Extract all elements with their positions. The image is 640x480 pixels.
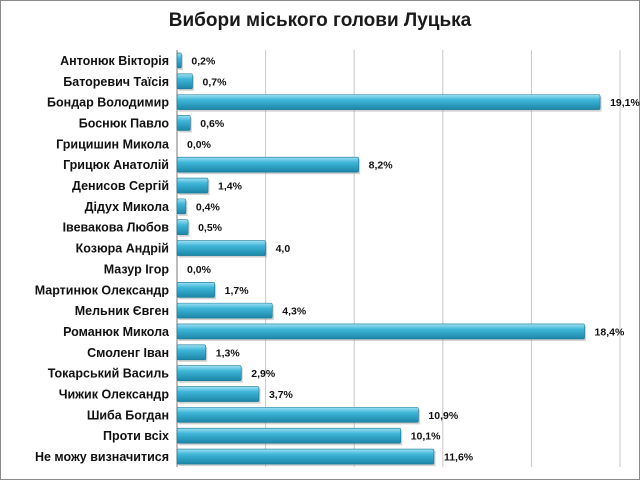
data-label: 8,2% <box>369 160 394 172</box>
category-label: Івевакова Любов <box>63 221 170 235</box>
category-label: Денисов Сергій <box>72 179 169 193</box>
bar <box>176 344 207 361</box>
bar <box>176 448 435 465</box>
category-label: Чижик Олександр <box>59 388 170 402</box>
category-label: Проти всіх <box>103 429 169 443</box>
data-label: 0,6% <box>200 118 225 130</box>
data-label: 4,0 <box>276 243 291 255</box>
data-label: 0,0% <box>187 139 212 151</box>
bar <box>176 177 209 194</box>
bar <box>176 427 402 444</box>
data-label: 0,4% <box>196 201 221 213</box>
data-label: 1,3% <box>216 347 241 359</box>
category-label: Мазур Ігор <box>104 262 170 276</box>
category-label: Шиба Богдан <box>87 408 169 422</box>
bar <box>176 219 189 236</box>
category-label: Мельник Євген <box>75 304 169 318</box>
category-label: Не можу визначитися <box>35 450 169 464</box>
category-label: Грицюк Анатолій <box>63 158 169 172</box>
chart-title: Вибори міського голови Луцька <box>168 10 472 31</box>
data-label: 10,9% <box>428 410 458 422</box>
bar <box>176 115 191 131</box>
data-label: 1,7% <box>225 285 250 297</box>
data-label: 0,7% <box>203 76 228 88</box>
bar <box>176 198 187 215</box>
bar <box>176 323 585 340</box>
data-label: 11,6% <box>444 452 474 464</box>
bar <box>176 302 273 319</box>
category-label: Романюк Микола <box>63 325 170 339</box>
gridlines <box>176 50 621 467</box>
category-label: Боснюк Павло <box>79 116 170 130</box>
data-label: 1,4% <box>218 181 243 193</box>
bar <box>176 281 215 298</box>
bar <box>176 386 260 402</box>
data-label: 0,0% <box>187 264 212 276</box>
category-label: Мартинюк Олександр <box>35 283 170 297</box>
category-labels: Антонюк Вікторія Баторевич Таїсія Бондар В… <box>35 54 170 464</box>
category-label: Смоленг Іван <box>87 346 169 360</box>
data-labels: 0,2% 0,7% 19,1% 0,6% 0,0% 8,2% 1,4% 0,4% 0,5% 4,0… <box>187 55 640 463</box>
category-label: Бондар Володимир <box>47 96 169 110</box>
data-label: 0,5% <box>198 222 223 234</box>
bar <box>176 94 601 110</box>
category-label: Дідух Микола <box>85 200 170 214</box>
bar <box>176 156 359 173</box>
category-label: Грицишин Микола <box>56 137 170 151</box>
category-label: Токарський Василь <box>48 367 170 381</box>
bar <box>176 365 242 381</box>
bar <box>176 240 266 256</box>
data-label: 2,9% <box>251 368 276 380</box>
bar <box>176 407 419 423</box>
bars <box>176 52 602 467</box>
data-label: 4,3% <box>282 306 307 318</box>
data-label: 10,1% <box>411 431 441 443</box>
data-label: 19,1% <box>610 97 640 109</box>
category-label: Баторевич Таїсія <box>63 75 169 89</box>
bar <box>176 73 193 90</box>
bar <box>176 52 182 69</box>
data-label: 3,7% <box>269 389 294 401</box>
category-label: Антонюк Вікторія <box>60 54 169 68</box>
data-label: 18,4% <box>595 326 625 338</box>
data-label: 0,2% <box>191 55 216 67</box>
category-label: Козюра Андрій <box>76 242 169 256</box>
